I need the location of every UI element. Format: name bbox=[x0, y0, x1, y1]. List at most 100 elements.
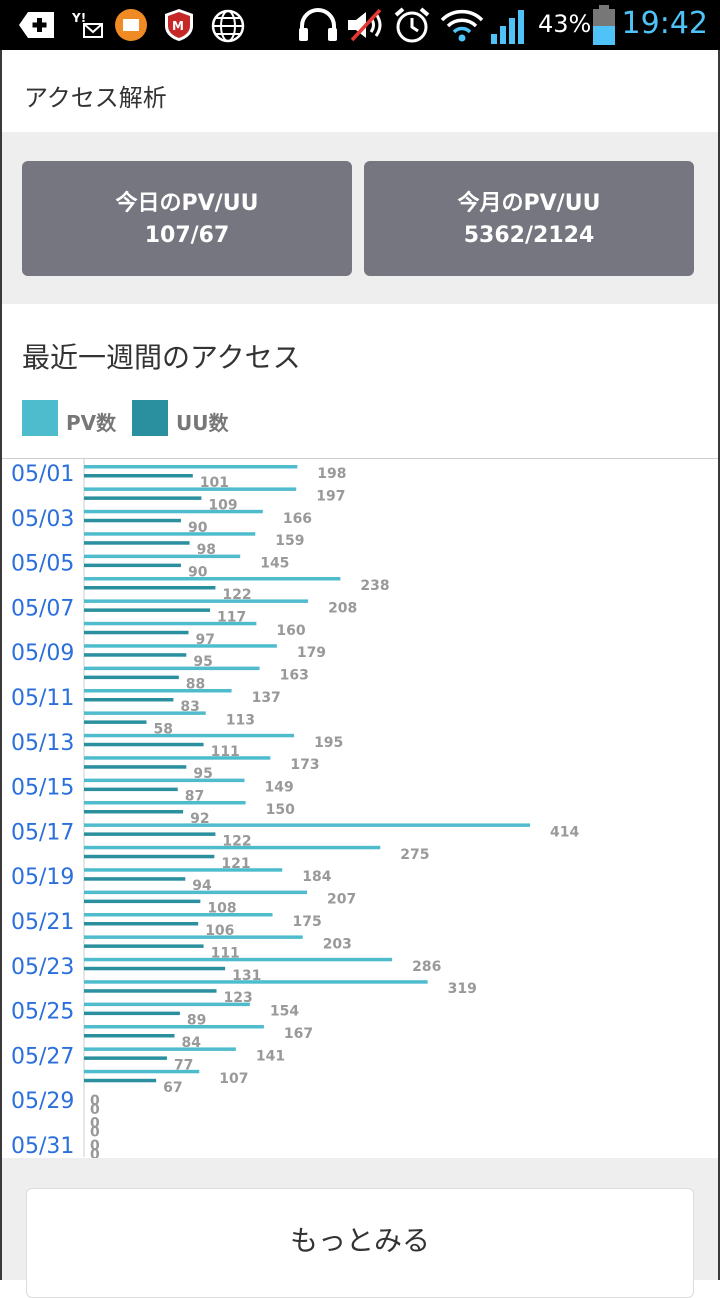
pv-data-label: 154 bbox=[270, 1004, 299, 1020]
yahoo-mail-icon: Y! bbox=[72, 11, 103, 38]
uu-bar bbox=[84, 742, 204, 747]
uu-data-label: 108 bbox=[207, 901, 236, 917]
pv-bar bbox=[84, 554, 241, 559]
pv-data-label: 0 bbox=[90, 1093, 100, 1109]
uu-data-label: 111 bbox=[211, 744, 240, 760]
uu-data-label: 90 bbox=[188, 565, 208, 581]
uu-bar bbox=[84, 720, 147, 724]
pv-bar bbox=[84, 868, 283, 872]
uu-data-label: 84 bbox=[181, 1035, 201, 1051]
stats-section: 今日のPV/UU 107/67 今月のPV/UU 5362/2124 bbox=[2, 132, 718, 304]
pv-bar bbox=[84, 1025, 264, 1029]
globe-icon bbox=[211, 9, 245, 43]
uu-data-label: 101 bbox=[200, 475, 229, 491]
pv-bar bbox=[84, 532, 256, 536]
uu-data-label: 0 bbox=[90, 1125, 100, 1141]
uu-data-label: 0 bbox=[90, 1147, 100, 1159]
uu-bar bbox=[84, 586, 216, 590]
uu-data-label: 92 bbox=[190, 811, 209, 827]
page-title: アクセス解析 bbox=[24, 84, 167, 112]
pv-bar bbox=[84, 1069, 200, 1074]
pv-bar bbox=[84, 823, 530, 827]
uu-bar bbox=[84, 698, 174, 702]
uu-bar bbox=[84, 496, 202, 500]
uu-data-label: 88 bbox=[186, 677, 205, 693]
uu-bar bbox=[84, 474, 193, 478]
pv-bar bbox=[84, 1002, 250, 1007]
sound-muted-icon bbox=[348, 8, 382, 42]
uu-data-label: 94 bbox=[192, 878, 212, 894]
pv-bar bbox=[84, 465, 298, 469]
svg-text:M: M bbox=[172, 19, 184, 33]
uu-bar bbox=[84, 989, 217, 993]
access-bar-chart-svg: 05/01 05/03 05/05 05/07 05/09 05/11 05/13 05/15… bbox=[11, 459, 579, 1159]
battery-icon bbox=[593, 5, 615, 45]
pv-data-label: 195 bbox=[314, 735, 343, 751]
pv-data-label: 179 bbox=[297, 645, 326, 661]
uu-bar bbox=[84, 832, 216, 836]
pv-bar bbox=[84, 666, 260, 671]
pv-data-label: 173 bbox=[290, 757, 319, 773]
legend-swatch-pv bbox=[22, 400, 58, 436]
uu-data-label: 98 bbox=[197, 542, 216, 558]
uu-data-label: 67 bbox=[163, 1080, 182, 1096]
legend-swatch-uu bbox=[132, 400, 168, 436]
uu-bar bbox=[84, 630, 189, 635]
uu-data-label: 123 bbox=[224, 990, 253, 1006]
pv-bar bbox=[84, 487, 297, 491]
pv-data-label: 159 bbox=[275, 533, 304, 549]
pv-bar bbox=[84, 980, 428, 984]
pv-bar bbox=[84, 935, 303, 939]
pv-data-label: 113 bbox=[226, 712, 255, 728]
pv-data-label: 414 bbox=[550, 824, 579, 840]
uu-bar bbox=[84, 563, 181, 568]
month-stats-card: 今月のPV/UU 5362/2124 bbox=[364, 161, 694, 276]
pv-data-label: 141 bbox=[256, 1048, 285, 1064]
pv-bar bbox=[84, 599, 309, 603]
pv-bar bbox=[84, 778, 245, 783]
uu-bar bbox=[84, 787, 178, 792]
y-tick-label: 05/29 bbox=[11, 1089, 74, 1114]
cell-signal-icon bbox=[491, 10, 524, 44]
today-stats-card: 今日のPV/UU 107/67 bbox=[22, 161, 352, 276]
see-more-label: もっとみる bbox=[289, 1224, 430, 1257]
pv-bar bbox=[84, 621, 257, 626]
y-tick-label: 05/09 bbox=[11, 641, 74, 666]
uu-data-label: 122 bbox=[222, 587, 251, 603]
pv-data-label: 150 bbox=[266, 802, 295, 818]
folder-app-icon bbox=[115, 9, 147, 41]
uu-bar bbox=[84, 541, 190, 545]
uu-data-label: 121 bbox=[221, 856, 250, 872]
pv-data-label: 0 bbox=[90, 1116, 100, 1132]
uu-data-label: 90 bbox=[188, 520, 208, 536]
month-stats-value: 5362/2124 bbox=[463, 223, 595, 248]
uu-bar bbox=[84, 899, 201, 904]
month-stats-label: 今月のPV/UU bbox=[457, 191, 601, 216]
y-tick-label: 05/15 bbox=[11, 776, 74, 801]
y-tick-label: 05/11 bbox=[11, 686, 74, 711]
pv-data-label: 163 bbox=[280, 668, 309, 684]
pv-bar bbox=[84, 509, 263, 514]
pv-data-label: 107 bbox=[219, 1071, 248, 1087]
app-frame bbox=[0, 50, 720, 1280]
pv-bar bbox=[84, 733, 295, 738]
pv-data-label: 203 bbox=[323, 936, 352, 952]
uu-data-label: 77 bbox=[174, 1057, 193, 1073]
pv-data-label: 275 bbox=[400, 847, 429, 863]
see-more-button[interactable]: もっとみる bbox=[26, 1188, 694, 1298]
uu-bar bbox=[84, 966, 226, 971]
pv-data-label: 184 bbox=[302, 869, 331, 885]
pv-data-label: 149 bbox=[265, 780, 294, 796]
y-tick-label: 05/17 bbox=[11, 820, 74, 845]
pv-bar bbox=[84, 577, 341, 581]
pv-data-label: 175 bbox=[293, 914, 322, 930]
pv-bar bbox=[84, 845, 381, 850]
pv-bar bbox=[84, 890, 307, 895]
y-tick-label: 05/31 bbox=[11, 1134, 74, 1159]
pv-data-label: 197 bbox=[316, 488, 345, 504]
pv-data-label: 160 bbox=[276, 623, 305, 639]
uu-bar bbox=[84, 608, 211, 612]
uu-data-label: 95 bbox=[193, 766, 212, 782]
uu-bar bbox=[84, 810, 184, 814]
uu-data-label: 109 bbox=[208, 497, 237, 513]
